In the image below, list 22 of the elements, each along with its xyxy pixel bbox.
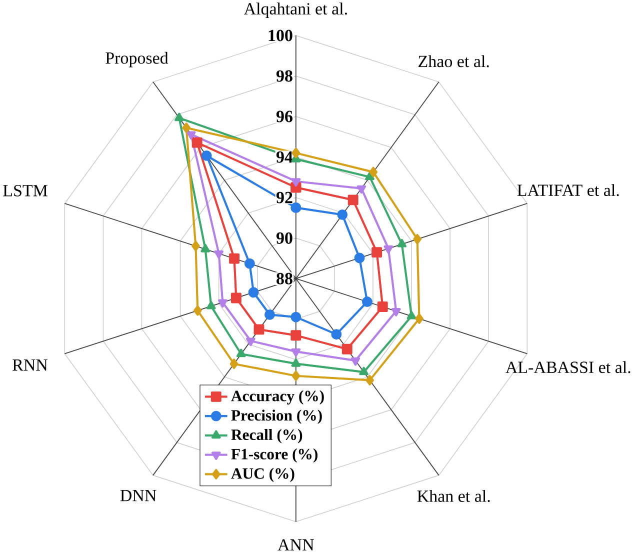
spoke-label: Proposed bbox=[106, 52, 168, 68]
spoke-label: Zhao et al. bbox=[418, 55, 489, 68]
spoke-label: RNN bbox=[12, 359, 48, 371]
y-tick-label: 98 bbox=[276, 70, 292, 82]
y-tick-label: 94 bbox=[276, 151, 293, 163]
spoke-label: Alqahtani et al. bbox=[244, 2, 347, 18]
y-tick-label: 90 bbox=[276, 232, 292, 244]
y-tick-label: 100 bbox=[268, 30, 292, 42]
legend-label: AUC (%) bbox=[231, 468, 294, 482]
spoke-label: AL-ABASSI et al. bbox=[506, 361, 630, 374]
spoke-label: Khan et al. bbox=[417, 490, 490, 502]
legend-label: Accuracy (%) bbox=[231, 390, 324, 404]
y-tick-label: 96 bbox=[276, 110, 292, 122]
legend-label: Precision (%) bbox=[231, 410, 322, 424]
spoke-label: DNN bbox=[120, 490, 156, 502]
legend-label: F1-score (%) bbox=[231, 448, 318, 463]
legend-label: Recall (%) bbox=[231, 428, 302, 444]
spoke-label: LSTM bbox=[3, 184, 48, 196]
spoke-label: ANN bbox=[278, 539, 314, 550]
y-tick-label: 88 bbox=[276, 272, 292, 284]
spoke-label: LATIFAT et al. bbox=[517, 184, 619, 196]
y-tick-label: 92 bbox=[276, 192, 292, 204]
